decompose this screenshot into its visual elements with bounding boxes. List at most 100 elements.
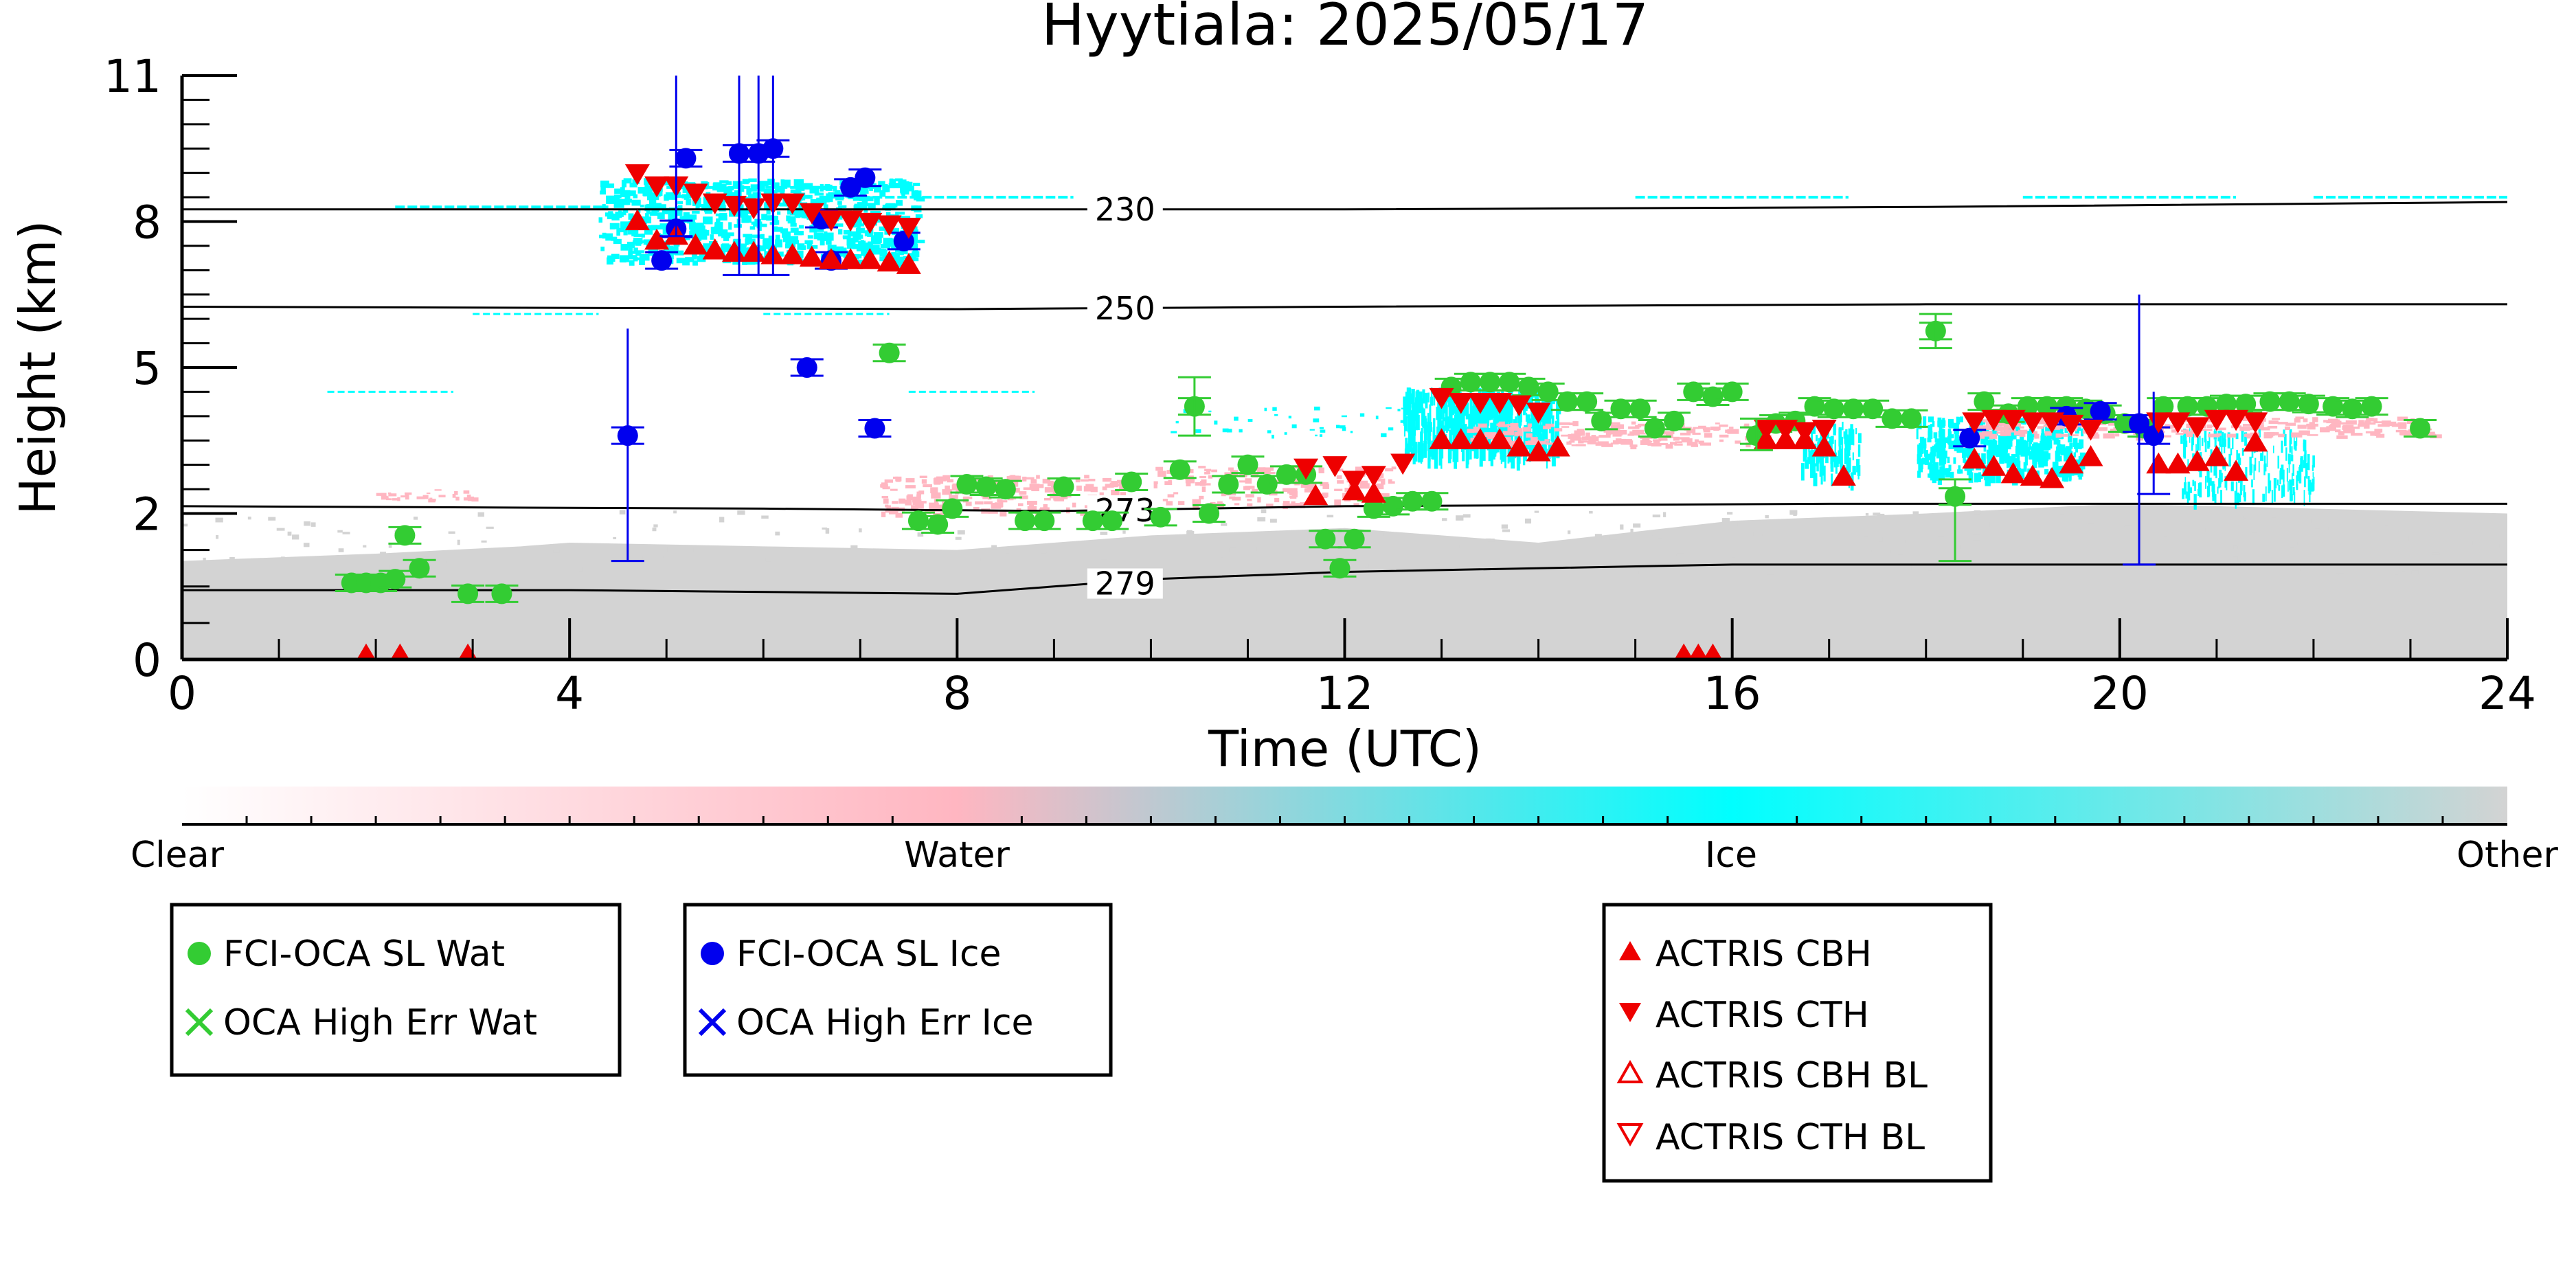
water-patch bbox=[963, 496, 973, 499]
ice-patch bbox=[817, 233, 827, 238]
ice-patch bbox=[889, 179, 896, 186]
other-speck bbox=[464, 558, 470, 562]
ice-patch bbox=[852, 233, 861, 240]
ice-patch bbox=[777, 211, 781, 215]
other-speck bbox=[1715, 543, 1719, 549]
legend-label-actris-cbh: ACTRIS CBH bbox=[1656, 934, 1872, 975]
ice-patch bbox=[2204, 439, 2207, 453]
ice-patch bbox=[633, 247, 638, 251]
water-patch bbox=[1001, 500, 1008, 503]
ice-patch bbox=[2312, 464, 2314, 472]
data-point bbox=[1644, 418, 1665, 439]
ice-patch bbox=[799, 225, 804, 229]
other-speck bbox=[1178, 552, 1186, 557]
data-point bbox=[1150, 506, 1171, 528]
ice-patch bbox=[1541, 438, 1545, 455]
ice-patch bbox=[633, 257, 643, 260]
ice-patch bbox=[746, 215, 752, 223]
ice-patch bbox=[1445, 405, 1448, 420]
data-point bbox=[796, 357, 817, 378]
other-speck bbox=[2142, 531, 2145, 535]
other-speck bbox=[2314, 523, 2321, 529]
water-patch bbox=[1631, 421, 1636, 425]
other-speck bbox=[578, 567, 583, 572]
water-patch bbox=[2242, 424, 2252, 427]
ice-patch bbox=[2245, 466, 2248, 479]
other-speck bbox=[1872, 538, 1879, 543]
water-patch bbox=[1694, 439, 1699, 442]
water-patch bbox=[1084, 505, 1090, 508]
water-patch bbox=[1044, 487, 1053, 493]
other-speck bbox=[2119, 570, 2127, 576]
data-point bbox=[840, 177, 861, 198]
water-patch bbox=[1719, 425, 1728, 427]
ice-patch bbox=[628, 247, 633, 256]
ice-patch bbox=[1195, 429, 1201, 433]
ice-patch bbox=[1932, 473, 1936, 484]
legend-wat-box bbox=[170, 903, 622, 1077]
ice-patch bbox=[2043, 441, 2049, 451]
ice-patch bbox=[878, 181, 885, 187]
data-point bbox=[741, 240, 767, 262]
other-speck bbox=[1594, 534, 1602, 539]
data-point bbox=[896, 217, 921, 239]
ice-patch bbox=[628, 255, 637, 260]
water-patch bbox=[455, 496, 460, 501]
ice-patch bbox=[1490, 422, 1494, 433]
ice-patch bbox=[2244, 432, 2248, 446]
ice-patch bbox=[2300, 456, 2303, 472]
water-patch bbox=[1293, 466, 1299, 469]
ice-patch bbox=[611, 214, 620, 221]
ice-patch bbox=[782, 235, 791, 242]
ice-patch bbox=[1441, 442, 1444, 459]
ice-patch bbox=[1447, 444, 1451, 464]
water-patch bbox=[1561, 426, 1570, 428]
other-speck bbox=[1100, 532, 1108, 535]
ice-patch bbox=[2002, 442, 2007, 451]
ice-patch bbox=[1925, 453, 1932, 460]
ice-patch bbox=[1488, 442, 1492, 462]
other-speck bbox=[2059, 510, 2064, 515]
ice-patch bbox=[1493, 418, 1498, 434]
other-speck bbox=[2290, 547, 2295, 550]
y-tick-label: 0 bbox=[133, 634, 161, 687]
water-patch bbox=[1507, 427, 1519, 431]
isotherm-label-bg bbox=[1087, 194, 1163, 225]
ice-patch bbox=[2265, 486, 2267, 501]
colorbar: Clear Water Ice Other bbox=[131, 787, 2558, 876]
legend-marker-actris-cbh bbox=[1619, 941, 1641, 960]
water-patch bbox=[1666, 433, 1672, 436]
water-patch bbox=[416, 496, 425, 499]
ice-patch bbox=[631, 201, 641, 206]
other-speck bbox=[292, 534, 300, 540]
data-point bbox=[1577, 391, 1598, 412]
water-patch bbox=[1111, 490, 1116, 496]
water-patch bbox=[1616, 438, 1627, 442]
ice-patch bbox=[1811, 450, 1815, 468]
water-patch bbox=[1727, 429, 1739, 434]
ice-patch bbox=[807, 245, 818, 249]
ice-patch bbox=[861, 247, 866, 255]
data-point bbox=[1467, 392, 1493, 414]
ice-patch bbox=[1524, 425, 1528, 442]
isotherm-label: 279 bbox=[1095, 565, 1155, 602]
ice-patch bbox=[2072, 438, 2078, 447]
water-patch bbox=[912, 499, 922, 506]
ice-patch bbox=[2262, 448, 2264, 462]
water-patch bbox=[2370, 432, 2376, 436]
other-speck bbox=[1864, 536, 1868, 540]
ice-patch bbox=[902, 249, 908, 255]
other-speck bbox=[247, 517, 251, 520]
ice-patch bbox=[1470, 417, 1474, 437]
other-speck bbox=[2366, 545, 2374, 549]
ice-patch bbox=[810, 199, 820, 206]
ice-patch bbox=[1814, 443, 1817, 457]
legend-label-actris-cbh-bl: ACTRIS CBH BL bbox=[1656, 1055, 1928, 1096]
ice-patch bbox=[2195, 444, 2197, 454]
legend-label-oca-ice: FCI-OCA SL Ice bbox=[736, 934, 1002, 975]
water-patch bbox=[2338, 431, 2345, 436]
water-patch bbox=[929, 502, 939, 509]
water-patch bbox=[2391, 423, 2403, 427]
